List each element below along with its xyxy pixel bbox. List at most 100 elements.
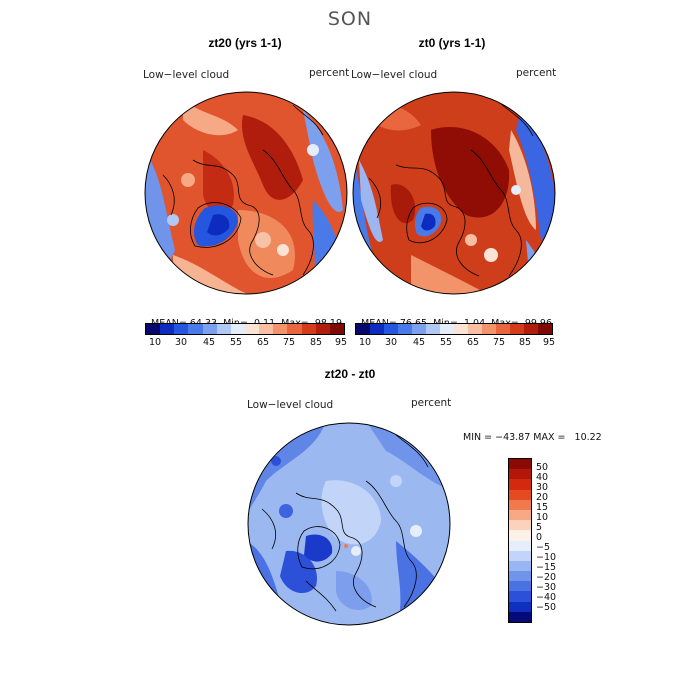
map-mottle-diff: [390, 475, 402, 487]
map-mottle-right: [511, 185, 521, 195]
colorbar-swatches-right: [355, 323, 553, 335]
colorbar-tick: 30: [536, 482, 549, 493]
colorbar-tick: −20: [536, 572, 557, 583]
units-label-right: percent: [516, 67, 557, 79]
colorbar-swatch: [509, 520, 531, 531]
colorbar-swatch: [509, 581, 531, 592]
colorbar-ticks-right: 10 30 45 55 65 75 85 95: [355, 337, 555, 349]
colorbar-tick: 10: [359, 337, 372, 348]
map-border-diff: [247, 422, 451, 626]
coastline-diff: [261, 434, 429, 612]
colorbar-tick: 30: [385, 337, 398, 348]
colorbar-swatch: [509, 591, 531, 602]
colorbar-tick: 55: [440, 337, 453, 348]
colorbar-swatch: [188, 324, 203, 334]
map-mottle-diff: [271, 456, 281, 466]
map-region-right: [516, 110, 555, 240]
colorbar-tick: 85: [519, 337, 532, 348]
colorbar-tick: 0: [536, 532, 543, 543]
map-region-right: [390, 184, 416, 224]
polar-map-diff: [247, 422, 451, 626]
colorbar-tick: −30: [536, 582, 557, 593]
colorbar-swatch: [329, 324, 344, 334]
map-region-right: [411, 255, 491, 294]
coastline-left: [262, 149, 314, 276]
colorbar-tick: 50: [536, 462, 549, 473]
colorbar-swatch: [273, 324, 288, 334]
colorbar-swatch: [509, 560, 531, 572]
colorbar-swatch: [398, 324, 412, 334]
colorbar-swatch: [202, 324, 217, 334]
colorbar-swatch: [160, 324, 175, 334]
coastline-diff: [295, 492, 377, 608]
polar-map-left: [144, 91, 348, 295]
map-mottle-right: [465, 234, 477, 246]
diff-colorbar-ticks: 50 40 30 20 15 10 5 0 −5 −10 −15 −20 −30…: [536, 462, 576, 622]
colorbar-tick: 10: [536, 512, 549, 523]
map-mottle-diff: [351, 546, 361, 556]
panel-title-left: zt20 (yrs 1-1): [208, 36, 282, 50]
coastline-left: [192, 159, 274, 276]
map-mottle-left: [167, 214, 179, 226]
colorbar-swatch: [509, 550, 531, 561]
map-region-diff: [336, 571, 372, 611]
map-mottle-diff: [344, 544, 348, 548]
field-label-right: Low−level cloud: [351, 69, 438, 81]
colorbar-tick: 45: [203, 337, 216, 348]
coastline-left: [162, 104, 324, 216]
colorbar-swatch: [509, 611, 531, 622]
map-mottle-right: [484, 248, 498, 262]
colorbar-tick: 65: [467, 337, 480, 348]
map-mottle-diff: [279, 504, 293, 518]
colorbar-right: 10 30 45 55 65 75 85 95: [355, 323, 555, 349]
colorbar-tick: 45: [413, 337, 426, 348]
map-border-left: [144, 91, 348, 295]
colorbar-swatch: [384, 324, 398, 334]
panel-title-right: zt0 (yrs 1-1): [418, 36, 486, 50]
colorbar-swatch: [468, 324, 482, 334]
colorbar-swatches-left: [145, 323, 345, 335]
colorbar-swatch: [509, 489, 531, 500]
colorbar-tick: 5: [536, 522, 543, 533]
colorbar-swatch: [524, 324, 538, 334]
colorbar-swatch: [412, 324, 426, 334]
colorbar-swatch: [538, 324, 552, 334]
colorbar-tick: 85: [310, 337, 323, 348]
figure-title: SON: [327, 8, 373, 30]
colorbar-tick: −10: [536, 552, 557, 563]
colorbar-swatch: [370, 324, 384, 334]
diff-field-label: Low−level cloud: [247, 399, 334, 411]
map-mottle-left: [277, 244, 289, 256]
colorbar-tick: 75: [493, 337, 506, 348]
colorbar-swatch: [509, 509, 531, 521]
map-mottle-diff: [410, 525, 422, 537]
colorbar-swatch: [509, 571, 531, 582]
colorbar-tick: 95: [335, 337, 348, 348]
colorbar-swatch: [509, 601, 531, 612]
colorbar-tick: 20: [536, 492, 549, 503]
colorbar-tick: 75: [283, 337, 296, 348]
colorbar-swatch: [509, 530, 531, 541]
colorbar-swatch: [496, 324, 510, 334]
colorbar-swatch: [356, 324, 370, 334]
map-region-right: [421, 213, 436, 231]
colorbar-swatch: [146, 324, 161, 334]
map-mottle-left: [307, 144, 319, 156]
map-region-left: [303, 110, 343, 212]
diff-colorbar: [508, 458, 532, 623]
colorbar-swatch: [510, 324, 524, 334]
map-region-left: [242, 115, 303, 200]
coastline-diff: [365, 480, 417, 608]
colorbar-swatch: [454, 324, 468, 334]
map-mottle-left: [255, 232, 271, 248]
map-region-left: [203, 150, 234, 214]
colorbar-tick: −40: [536, 592, 557, 603]
field-label-left: Low−level cloud: [143, 69, 230, 81]
colorbar-swatch: [244, 324, 260, 334]
colorbar-swatch: [301, 324, 316, 334]
colorbar-swatch: [216, 324, 231, 334]
colorbar-tick: 15: [536, 502, 549, 513]
colorbar-swatch: [509, 499, 531, 510]
colorbar-swatch: [440, 324, 454, 334]
colorbar-swatch: [259, 324, 274, 334]
